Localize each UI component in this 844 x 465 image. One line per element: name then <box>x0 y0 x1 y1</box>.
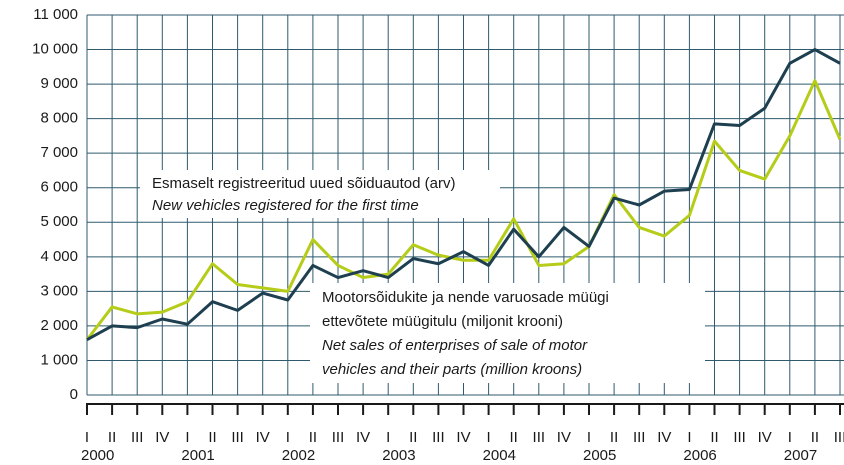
x-tick-label: III <box>231 429 244 446</box>
x-tick-label: I <box>587 429 591 446</box>
series-line <box>85 79 842 341</box>
annotation-text: New vehicles registered for the first ti… <box>152 197 419 214</box>
x-tick-label: IV <box>256 429 270 446</box>
x-tick-label: II <box>208 429 216 446</box>
y-tick-label: 4 000 <box>40 248 78 265</box>
year-label: 2004 <box>483 447 516 464</box>
annotation-box <box>310 283 705 383</box>
annotation-text: Esmaselt registreeritud uued sõiduautod … <box>152 175 456 192</box>
year-label: 2005 <box>583 447 616 464</box>
x-tick-label: IV <box>155 429 169 446</box>
y-tick-label: 10 000 <box>32 41 78 58</box>
series-line <box>86 48 841 342</box>
x-tick-label: IV <box>356 429 370 446</box>
annotation-text: Mootorsõidukite ja nende varuosade müügi <box>322 289 609 306</box>
y-tick-label: 11 000 <box>33 6 78 23</box>
x-tick-label: II <box>811 429 819 446</box>
x-tick-label: IV <box>758 429 772 446</box>
x-tick-label: II <box>309 429 317 446</box>
x-tick-label: II <box>610 429 618 446</box>
y-tick-label: 9 000 <box>40 75 78 92</box>
y-tick-label: 0 <box>70 386 78 403</box>
x-tick-label: I <box>185 429 189 446</box>
y-tick-label: 7 000 <box>40 144 78 161</box>
x-tick-label: III <box>432 429 445 446</box>
annotation-text: ettevõtete müügitulu (miljonit krooni) <box>322 313 563 330</box>
annotation-box <box>140 170 500 218</box>
annotation-text: vehicles and their parts (million kroons… <box>322 361 582 378</box>
year-label: 2006 <box>683 447 716 464</box>
y-tick-label: 6 000 <box>40 179 78 196</box>
year-label: 2001 <box>181 447 214 464</box>
year-label: 2002 <box>282 447 315 464</box>
x-tick-label: III <box>733 429 746 446</box>
x-tick-label: III <box>834 429 844 446</box>
x-tick-label: I <box>487 429 491 446</box>
x-tick-label: III <box>633 429 646 446</box>
x-tick-label: III <box>131 429 144 446</box>
x-tick-label: II <box>409 429 417 446</box>
year-label: 2007 <box>784 447 817 464</box>
x-tick-label: I <box>85 429 89 446</box>
y-tick-label: 2 000 <box>40 317 78 334</box>
x-tick-label: II <box>108 429 116 446</box>
y-tick-label: 5 000 <box>40 213 78 230</box>
x-tick-label: IV <box>557 429 571 446</box>
x-tick-label: I <box>286 429 290 446</box>
x-tick-label: III <box>332 429 345 446</box>
x-tick-label: II <box>510 429 518 446</box>
x-tick-label: I <box>687 429 691 446</box>
x-tick-label: I <box>386 429 390 446</box>
year-label: 2003 <box>382 447 415 464</box>
y-tick-label: 8 000 <box>40 110 78 127</box>
year-label: 2000 <box>81 447 114 464</box>
x-tick-label: I <box>788 429 792 446</box>
x-tick-label: IV <box>456 429 470 446</box>
x-tick-label: IV <box>657 429 671 446</box>
annotation-text: Net sales of enterprises of sale of moto… <box>322 337 588 354</box>
y-tick-label: 3 000 <box>40 282 78 299</box>
y-tick-label: 1 000 <box>40 351 78 368</box>
x-tick-label: II <box>710 429 718 446</box>
x-tick-label: III <box>533 429 546 446</box>
